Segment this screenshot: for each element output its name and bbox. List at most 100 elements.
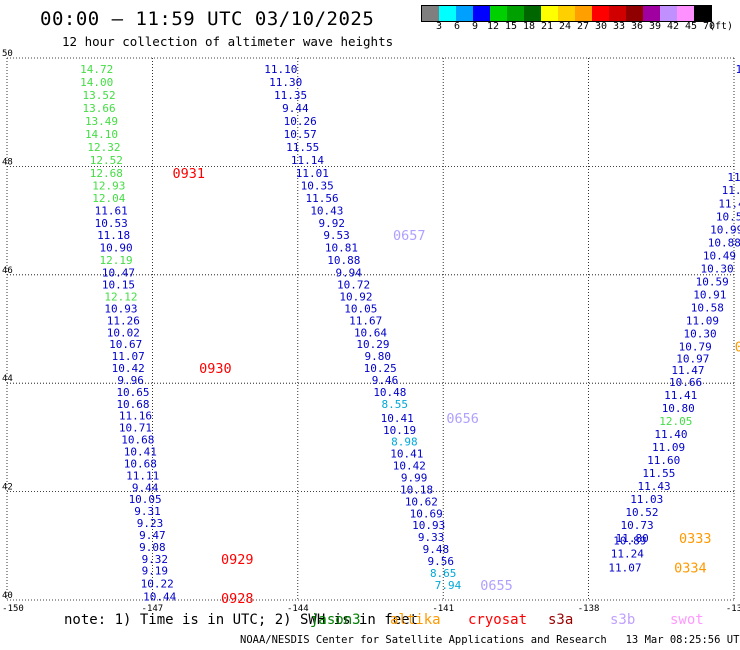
wave-height-label: 10.48 bbox=[373, 386, 406, 399]
wave-height-label: 11.07 bbox=[112, 350, 145, 363]
wave-height-label: 10.99 bbox=[710, 223, 740, 236]
wave-height-label: 10.30 bbox=[684, 327, 717, 340]
wave-height-label: 10.5 bbox=[716, 210, 740, 223]
wave-height-label: 11.03 bbox=[630, 493, 663, 506]
wave-height-label: 11.35 bbox=[274, 89, 307, 102]
color-scale-tick: 21 bbox=[540, 21, 554, 32]
wave-height-label: 12.32 bbox=[87, 141, 120, 154]
pass-time-label: 0655 bbox=[480, 578, 513, 594]
wave-height-label: 10.62 bbox=[405, 495, 438, 508]
wave-height-label: 10.66 bbox=[669, 376, 702, 389]
y-tick-label: 44 bbox=[2, 374, 13, 384]
wave-height-label: 10.41 bbox=[390, 448, 423, 461]
wave-height-label: 9.32 bbox=[142, 553, 169, 566]
wave-height-label: 10.81 bbox=[325, 242, 358, 255]
wave-height-label: 11.56 bbox=[305, 192, 338, 205]
legend-s3a: s3a bbox=[548, 612, 574, 628]
color-scale-tick: 45 bbox=[684, 21, 698, 32]
wave-height-label: 10.89 bbox=[613, 534, 646, 547]
color-swatch bbox=[507, 6, 524, 21]
wave-height-label: 10.41 bbox=[124, 445, 157, 458]
wave-height-label: 11.10 bbox=[264, 63, 297, 76]
wave-height-label: 10.57 bbox=[284, 128, 317, 141]
color-swatch bbox=[643, 6, 660, 21]
color-scale-tick: 42 bbox=[666, 21, 680, 32]
wave-height-label: 10.88 bbox=[708, 236, 740, 249]
color-swatch bbox=[592, 6, 609, 21]
wave-height-label: 12.52 bbox=[90, 154, 123, 167]
color-scale-tick: 12 bbox=[486, 21, 500, 32]
wave-height-label: 10.52 bbox=[625, 506, 658, 519]
wave-height-label: 14.72 bbox=[80, 63, 113, 76]
color-swatch bbox=[473, 6, 490, 21]
wave-height-label: 9.23 bbox=[137, 517, 164, 530]
pass-time-label: 0930 bbox=[199, 361, 232, 377]
wave-height-label: 10.41 bbox=[381, 412, 414, 425]
color-swatch bbox=[558, 6, 575, 21]
wave-height-label: 11.47 bbox=[671, 364, 704, 377]
wave-height-label: 11.4 bbox=[718, 197, 740, 210]
wave-height-label: 10.35 bbox=[301, 179, 334, 192]
wave-height-label: 10.42 bbox=[112, 362, 145, 375]
wave-height-label: 9.48 bbox=[423, 543, 450, 556]
wave-height-label: 14.00 bbox=[80, 76, 113, 89]
pass-time-label: 0334 bbox=[674, 560, 707, 576]
wave-height-label: 8.55 bbox=[381, 398, 408, 411]
wave-height-label: 9.19 bbox=[142, 565, 169, 578]
color-scale-tick: 15 bbox=[504, 21, 518, 32]
wave-height-label: 10.80 bbox=[662, 402, 695, 415]
y-tick-label: 46 bbox=[2, 266, 13, 276]
wave-height-label: 11 bbox=[727, 171, 740, 184]
color-scale-tick: 24 bbox=[558, 21, 572, 32]
wave-height-label: 10.88 bbox=[327, 254, 360, 267]
wave-height-label: 12.19 bbox=[99, 254, 132, 267]
pass-time-label: 0929 bbox=[221, 552, 254, 568]
color-scale-tick: 9 bbox=[471, 21, 479, 32]
wave-height-label: 13.66 bbox=[83, 102, 116, 115]
wave-height-label: 11.55 bbox=[286, 141, 319, 154]
wave-height-label: 10.68 bbox=[121, 434, 154, 447]
chart-title: 00:00 – 11:59 UTC 03/10/2025 bbox=[40, 8, 375, 30]
wave-height-label: 9.53 bbox=[323, 229, 350, 242]
wave-height-label: 9.94 bbox=[335, 267, 362, 280]
wave-height-label: 11.09 bbox=[686, 314, 719, 327]
wave-height-label: 11.14 bbox=[291, 154, 324, 167]
wave-height-label: 12.12 bbox=[104, 290, 137, 303]
wave-height-label: 10.05 bbox=[344, 302, 377, 315]
color-scale-tick: 70 bbox=[702, 21, 716, 32]
color-scale-tick: 30 bbox=[594, 21, 608, 32]
x-tick-label: -138 bbox=[578, 604, 600, 614]
wave-height-label: 9.56 bbox=[428, 555, 455, 568]
color-swatch bbox=[524, 6, 541, 21]
color-scale-tick: 36 bbox=[630, 21, 644, 32]
wave-height-label: 9.33 bbox=[418, 531, 445, 544]
wave-height-label: 12.04 bbox=[92, 192, 125, 205]
wave-height-label: 10.19 bbox=[383, 424, 416, 437]
wave-height-label: 12.68 bbox=[90, 167, 123, 180]
wave-height-label: 11.16 bbox=[119, 410, 152, 423]
pass-time-label: 0332 bbox=[735, 339, 740, 355]
wave-height-label: 10.18 bbox=[400, 483, 433, 496]
wave-height-label: 10.22 bbox=[141, 578, 174, 591]
wave-height-label: 11.07 bbox=[608, 561, 641, 574]
wave-height-label: 10.90 bbox=[99, 242, 132, 255]
wave-height-label: 10.26 bbox=[284, 115, 317, 128]
wave-height-label: 10.05 bbox=[129, 493, 162, 506]
wave-height-label: 10.67 bbox=[109, 338, 142, 351]
wave-height-label: 10.68 bbox=[124, 457, 157, 470]
wave-height-label: 13.52 bbox=[83, 89, 116, 102]
color-swatch bbox=[694, 6, 711, 21]
color-scale-tick: 39 bbox=[648, 21, 662, 32]
color-scale-tick: 6 bbox=[453, 21, 461, 32]
wave-height-label: 11.55 bbox=[642, 467, 675, 480]
wave-height-label: 13.49 bbox=[85, 115, 118, 128]
pass-time-label: 0656 bbox=[446, 411, 479, 427]
wave-height-label: 11.30 bbox=[269, 76, 302, 89]
wave-height-label: 11.60 bbox=[647, 454, 680, 467]
wave-height-label: 10.64 bbox=[354, 326, 387, 339]
legend-altika: altika bbox=[390, 612, 441, 628]
wave-height-label: 12.93 bbox=[92, 179, 125, 192]
wave-height-label: 10.69 bbox=[410, 507, 443, 520]
